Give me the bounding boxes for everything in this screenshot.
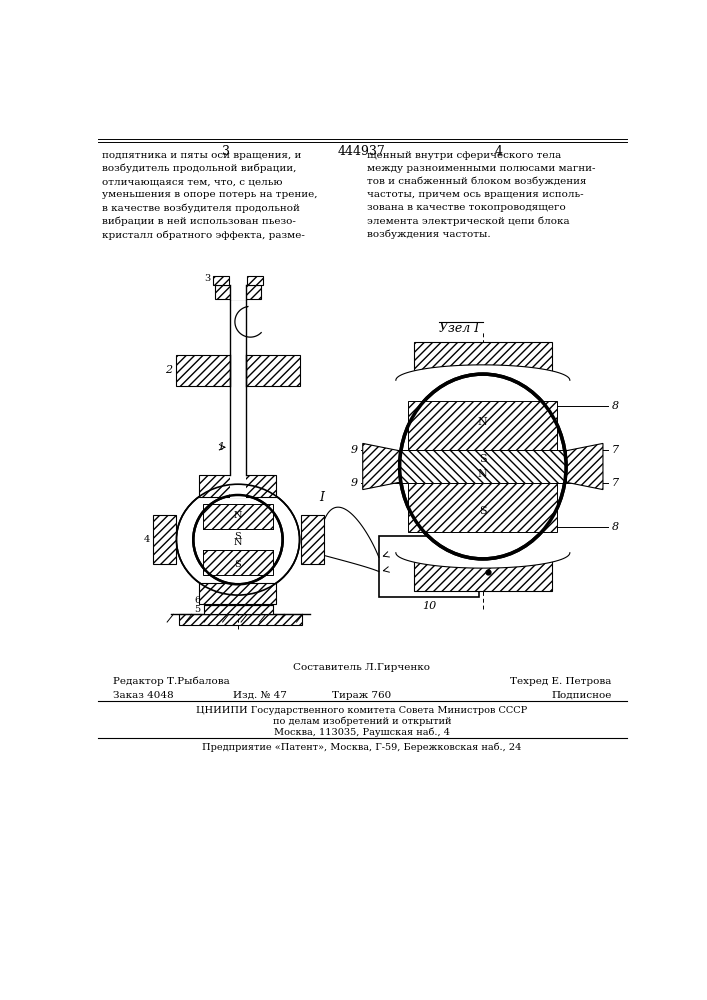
Text: 1: 1: [217, 442, 224, 452]
Text: Редактор Т.Рыбалова: Редактор Т.Рыбалова: [113, 677, 230, 686]
Bar: [179, 614, 302, 625]
Text: S: S: [479, 454, 486, 464]
Ellipse shape: [396, 537, 570, 568]
Polygon shape: [409, 483, 557, 532]
Bar: [203, 529, 274, 550]
Bar: [176, 355, 300, 386]
Bar: [215, 285, 261, 299]
Bar: [379, 536, 479, 597]
Text: Подписное: Подписное: [551, 691, 612, 700]
Text: Изд. № 47: Изд. № 47: [233, 691, 286, 700]
Text: 3: 3: [222, 145, 230, 158]
Bar: [203, 504, 274, 529]
Ellipse shape: [396, 365, 570, 396]
Circle shape: [193, 495, 283, 584]
Text: Москва, 113035, Раушская наб., 4: Москва, 113035, Раушская наб., 4: [274, 728, 450, 737]
Text: Тираж 760: Тираж 760: [332, 691, 392, 700]
Text: 10: 10: [422, 601, 436, 611]
Text: S: S: [479, 506, 486, 516]
Polygon shape: [363, 443, 402, 490]
Text: 7: 7: [612, 445, 619, 455]
Text: ЦНИИПИ Государственного комитета Совета Министров СССР: ЦНИИПИ Государственного комитета Совета …: [197, 706, 527, 715]
Ellipse shape: [176, 484, 300, 595]
Bar: [199, 475, 276, 497]
Text: I: I: [320, 491, 325, 504]
Text: 6: 6: [194, 596, 200, 605]
Text: 7: 7: [612, 478, 619, 488]
Bar: [247, 276, 262, 285]
Bar: [214, 276, 229, 285]
Text: 8: 8: [612, 401, 619, 411]
Bar: [153, 515, 176, 564]
Text: S: S: [235, 532, 241, 541]
Bar: [203, 550, 274, 575]
Bar: [204, 591, 274, 605]
Text: 3: 3: [200, 475, 207, 485]
Bar: [414, 342, 552, 380]
Text: N: N: [478, 417, 488, 427]
Text: 8: 8: [612, 522, 619, 532]
Bar: [301, 515, 325, 564]
Bar: [230, 473, 247, 498]
Text: N: N: [234, 511, 243, 520]
Text: 9: 9: [351, 445, 358, 455]
Text: N: N: [234, 538, 243, 547]
Bar: [199, 583, 276, 604]
Text: Составитель Л.Гирченко: Составитель Л.Гирченко: [293, 663, 431, 672]
Text: S: S: [235, 560, 241, 569]
Bar: [230, 353, 247, 387]
Bar: [230, 283, 247, 300]
Text: 2: 2: [165, 365, 172, 375]
Text: Узел I: Узел I: [439, 322, 479, 335]
Text: Техред Е. Петрова: Техред Е. Петрова: [510, 677, 612, 686]
Polygon shape: [409, 401, 557, 450]
Text: 4: 4: [144, 535, 150, 544]
Text: Предприятие «Патент», Москва, Г-59, Бережковская наб., 24: Предприятие «Патент», Москва, Г-59, Бере…: [202, 742, 522, 752]
Polygon shape: [399, 450, 566, 483]
Text: 3: 3: [204, 274, 210, 283]
Text: по делам изобретений и открытий: по делам изобретений и открытий: [273, 717, 451, 726]
Text: 444937: 444937: [338, 145, 386, 158]
Ellipse shape: [399, 374, 566, 559]
Text: 9: 9: [351, 478, 358, 488]
Bar: [230, 299, 246, 475]
Text: N: N: [478, 469, 488, 479]
Text: подпятника и пяты оси вращения, и
возбудитель продольной вибрации,
отличающаяся : подпятника и пяты оси вращения, и возбуд…: [102, 151, 317, 240]
Bar: [414, 553, 552, 591]
Bar: [204, 605, 274, 614]
Polygon shape: [564, 443, 603, 490]
Text: 5: 5: [194, 605, 200, 614]
Text: щенный внутри сферического тела
между разноименными полюсами магни-
тов и снабже: щенный внутри сферического тела между ра…: [368, 151, 596, 239]
Text: 4: 4: [494, 145, 502, 158]
Text: Заказ 4048: Заказ 4048: [113, 691, 174, 700]
